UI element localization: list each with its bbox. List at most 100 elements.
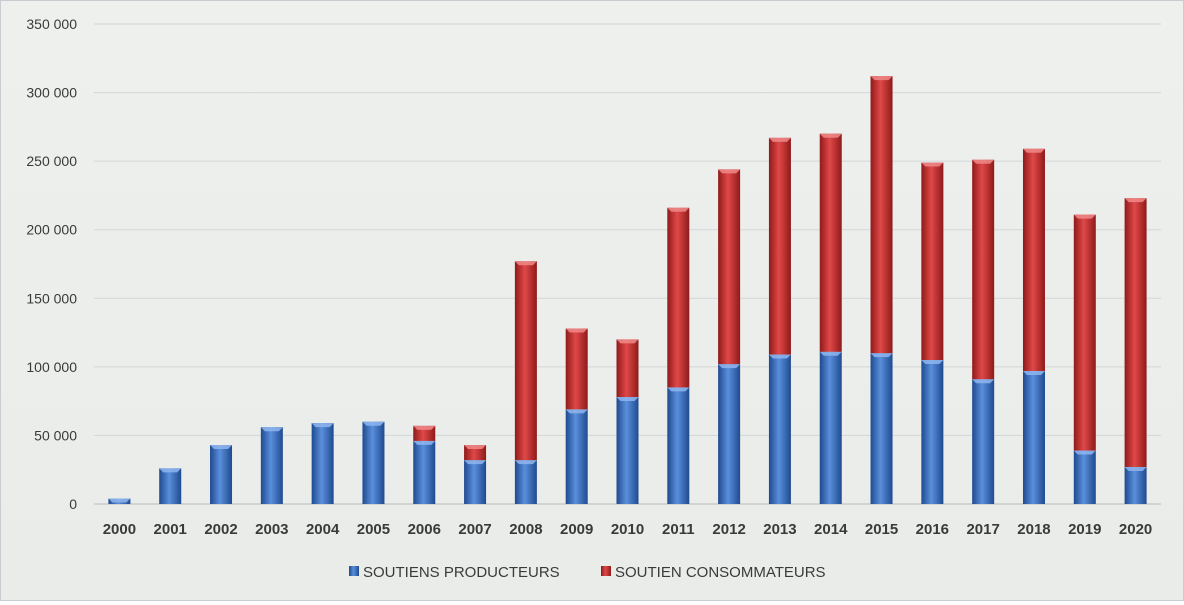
x-tick-label: 2007 (458, 521, 491, 538)
y-tick-label: 250 000 (26, 153, 77, 169)
bar-consommateurs (667, 207, 690, 388)
bar-bevel (565, 328, 588, 333)
bar-consommateurs (819, 133, 842, 352)
bar-consommateurs (514, 261, 537, 461)
bar-producteurs (667, 387, 690, 504)
bar-bevel (260, 427, 283, 432)
bar-producteurs (565, 409, 588, 504)
bar-producteurs (972, 379, 995, 504)
legend: SOUTIENS PRODUCTEURS SOUTIEN CONSOMMATEUR… (349, 564, 826, 581)
x-tick-label: 2009 (560, 521, 593, 538)
y-tick-label: 50 000 (34, 427, 77, 443)
bar-producteurs (616, 397, 639, 504)
bar-bevel (514, 460, 537, 465)
bar-consommateurs (1073, 214, 1096, 451)
bar-consommateurs (972, 159, 995, 380)
x-tick-label: 2011 (662, 521, 695, 538)
bar-bevel (972, 379, 995, 384)
legend-label: SOUTIENS PRODUCTEURS (363, 564, 560, 581)
bar-consommateurs (921, 162, 944, 360)
bar-bevel (1124, 466, 1147, 471)
y-tick-label: 350 000 (26, 16, 77, 32)
x-tick-label: 2003 (255, 521, 288, 538)
x-tick-label: 2010 (611, 521, 644, 538)
legend-label: SOUTIEN CONSOMMATEURS (615, 564, 826, 581)
bar-bevel (464, 445, 487, 450)
bar-bevel (362, 421, 385, 426)
bar-bevel (819, 351, 842, 356)
bar-bevel (311, 423, 334, 428)
x-tick-label: 2004 (306, 521, 340, 538)
bar-consommateurs (1022, 148, 1045, 371)
bar-bevel (1073, 214, 1096, 219)
bar-bevel (565, 409, 588, 414)
bar-producteurs (260, 427, 283, 504)
bar-producteurs (1022, 370, 1045, 504)
legend-swatch (601, 566, 611, 576)
bar-bevel (210, 445, 233, 450)
y-tick-label: 200 000 (26, 222, 77, 238)
bar-bevel (616, 397, 639, 402)
bar-bevel (667, 207, 690, 212)
bar-producteurs (311, 423, 334, 504)
bar-producteurs (768, 354, 791, 504)
bar-producteurs (464, 460, 487, 504)
bar-bevel (667, 387, 690, 392)
bar-bevel (1073, 450, 1096, 455)
x-tick-label: 2002 (204, 521, 237, 538)
bar-consommateurs (718, 169, 741, 365)
y-tick-label: 100 000 (26, 359, 77, 375)
bar-producteurs (413, 440, 436, 504)
y-tick-label: 0 (69, 496, 77, 512)
y-tick-label: 150 000 (26, 290, 77, 306)
bar-producteurs (159, 468, 182, 504)
bar-bevel (768, 354, 791, 359)
x-tick-label: 2005 (357, 521, 390, 538)
bar-bevel (1124, 198, 1147, 203)
bar-producteurs (362, 421, 385, 504)
bar-producteurs (870, 353, 893, 504)
bar-bevel (921, 162, 944, 167)
bar-producteurs (819, 351, 842, 504)
x-tick-label: 2016 (916, 521, 949, 538)
bar-bevel (514, 261, 537, 266)
bar-bevel (1022, 370, 1045, 375)
x-tick-label: 2012 (712, 521, 745, 538)
x-tick-label: 2000 (103, 521, 136, 538)
bar-bevel (768, 137, 791, 142)
bar-bevel (413, 425, 436, 430)
x-tick-label: 2017 (966, 521, 999, 538)
bars (108, 76, 1147, 504)
x-tick-label: 2013 (763, 521, 796, 538)
y-tick-label: 300 000 (26, 85, 77, 101)
bar-producteurs (1124, 466, 1147, 504)
bar-producteurs (718, 364, 741, 504)
x-tick-label: 2020 (1119, 521, 1152, 538)
bar-producteurs (210, 445, 233, 504)
bar-producteurs (514, 460, 537, 504)
bar-producteurs (921, 360, 944, 504)
x-tick-label: 2015 (865, 521, 898, 538)
bar-bevel (819, 133, 842, 138)
bar-bevel (413, 440, 436, 445)
y-axis: 0 50 000 100 000 150 000 200 000 250 000 300 0… (26, 16, 77, 512)
x-tick-label: 2014 (814, 521, 848, 538)
bar-bevel (464, 460, 487, 465)
bar-consommateurs (870, 76, 893, 354)
bar-consommateurs (565, 328, 588, 410)
x-tick-label: 2008 (509, 521, 542, 538)
bar-bevel (718, 169, 741, 174)
bar-bevel (921, 360, 944, 364)
bar-bevel (159, 468, 182, 473)
bar-producteurs (1073, 450, 1096, 504)
bar-bevel (616, 339, 639, 344)
bar-bevel (1022, 148, 1045, 153)
x-axis: 2000 2001 2002 2003 2004 2005 2006 2007 2008 2009… (103, 521, 1153, 538)
bar-bevel (718, 364, 741, 369)
x-tick-label: 2006 (408, 521, 441, 538)
x-tick-label: 2018 (1017, 521, 1050, 538)
x-tick-label: 2019 (1068, 521, 1101, 538)
bar-bevel (972, 159, 995, 164)
